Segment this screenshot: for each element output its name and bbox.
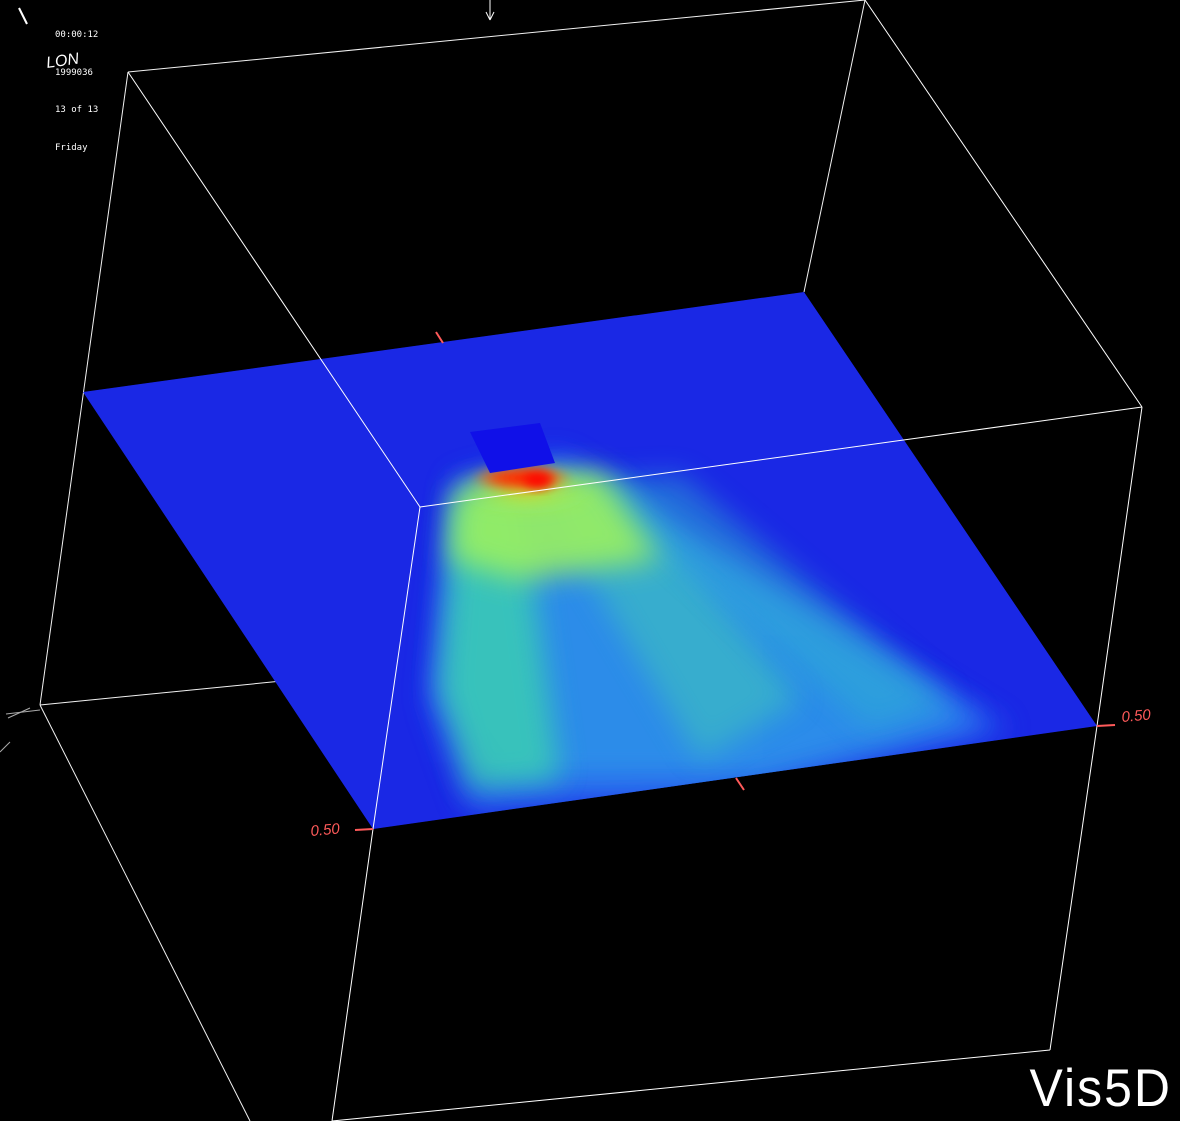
- vis5d-logo: Vis5D: [1029, 1058, 1172, 1118]
- time-info-panel: 00:00:12 1999036 13 of 13 Friday: [55, 4, 98, 179]
- top-axis-glyph: [485, 0, 495, 21]
- y-axis-tick-label: 0.50: [310, 820, 341, 840]
- bounding-box-front: [127, 0, 1143, 1121]
- bounding-box-back: [39, 0, 866, 1121]
- lon-axis-label: LON: [45, 50, 80, 71]
- x-axis-tick-label: 0.50: [1121, 706, 1152, 726]
- timestep-label: 13 of 13: [55, 105, 99, 115]
- date-label: 1999036: [55, 67, 93, 78]
- horizontal-color-slice[interactable]: [83, 292, 1097, 829]
- pointer-glyph: [18, 7, 28, 25]
- axis-ticks: [354, 331, 1116, 831]
- time-label: 00:00:12: [55, 30, 99, 40]
- left-axis-glyph: [0, 707, 41, 753]
- weekday-label: Friday: [55, 142, 88, 153]
